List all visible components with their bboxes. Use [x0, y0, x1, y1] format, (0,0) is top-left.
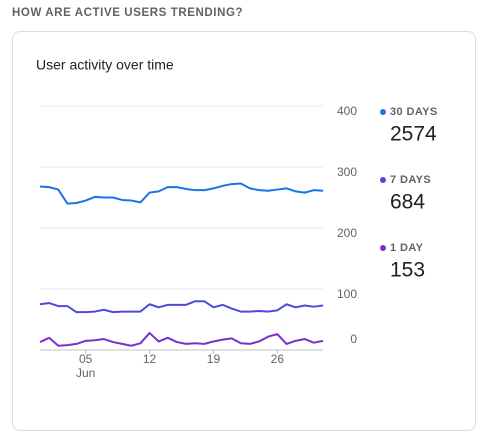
legend-label: 30 DAYS [390, 106, 438, 118]
legend-dot [380, 177, 386, 183]
legend-dot [380, 109, 386, 115]
y-tick-label: 400 [337, 104, 357, 118]
legend-label: 1 DAY [390, 242, 424, 254]
card [12, 31, 476, 431]
x-sublabel: Jun [76, 366, 95, 380]
legend-label: 7 DAYS [390, 174, 431, 186]
y-tick-label: 200 [337, 226, 357, 240]
y-tick-label: 100 [337, 287, 357, 301]
series-line [39, 182, 324, 205]
series-line [39, 300, 324, 314]
x-tick-label: 05 [79, 352, 93, 366]
series-line [39, 331, 324, 347]
y-tick-label: 300 [337, 165, 357, 179]
legend-value: 2574 [390, 123, 437, 146]
chart-title: User activity over time [36, 57, 174, 73]
legend-value: 153 [390, 259, 425, 282]
section-title: HOW ARE ACTIVE USERS TRENDING? [12, 7, 244, 19]
y-tick-label: 0 [350, 332, 357, 346]
x-tick-label: 12 [143, 352, 157, 366]
x-tick-label: 26 [271, 352, 285, 366]
x-tick-label: 19 [207, 352, 221, 366]
legend-dot [380, 245, 386, 251]
legend-value: 684 [390, 191, 425, 214]
